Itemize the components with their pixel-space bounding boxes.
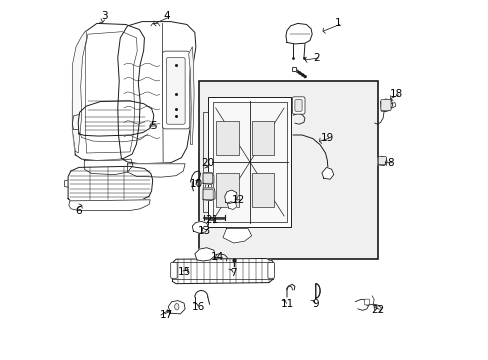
Polygon shape [227, 202, 236, 210]
FancyBboxPatch shape [203, 173, 212, 183]
Polygon shape [168, 301, 185, 314]
Polygon shape [223, 229, 251, 243]
Text: 3: 3 [101, 11, 107, 21]
Polygon shape [194, 248, 215, 261]
Bar [199, 81, 377, 259]
FancyBboxPatch shape [166, 58, 185, 124]
Polygon shape [208, 97, 291, 227]
Text: 16: 16 [191, 302, 204, 312]
Text: 9: 9 [312, 299, 319, 309]
Text: 14: 14 [210, 252, 224, 262]
Text: 20: 20 [201, 158, 214, 168]
Bar [251, 121, 273, 155]
Bar [251, 173, 273, 207]
Text: 10: 10 [189, 179, 202, 189]
FancyBboxPatch shape [364, 299, 368, 305]
Text: 15: 15 [178, 267, 191, 277]
Text: 12: 12 [232, 195, 245, 205]
Text: 5: 5 [150, 121, 157, 131]
Text: 8: 8 [386, 158, 393, 168]
Polygon shape [380, 99, 392, 112]
FancyBboxPatch shape [294, 100, 302, 111]
Polygon shape [212, 102, 286, 222]
FancyBboxPatch shape [380, 99, 390, 111]
Text: 13: 13 [198, 226, 211, 236]
Ellipse shape [174, 303, 179, 310]
Polygon shape [285, 23, 311, 44]
Polygon shape [377, 156, 386, 166]
Polygon shape [203, 188, 215, 201]
Polygon shape [69, 200, 150, 211]
Bar [216, 173, 238, 207]
Polygon shape [68, 166, 152, 202]
Polygon shape [72, 31, 87, 153]
FancyBboxPatch shape [162, 51, 189, 129]
FancyBboxPatch shape [203, 189, 213, 199]
Polygon shape [78, 101, 153, 136]
Text: 22: 22 [370, 305, 384, 315]
Bar [216, 121, 238, 155]
Text: 1: 1 [334, 18, 341, 28]
Polygon shape [224, 190, 237, 203]
Polygon shape [127, 164, 185, 177]
Text: 6: 6 [76, 206, 82, 216]
Polygon shape [321, 167, 333, 179]
Polygon shape [171, 258, 273, 284]
Text: 21: 21 [204, 215, 218, 225]
FancyBboxPatch shape [378, 157, 386, 165]
Text: 17: 17 [160, 310, 173, 320]
Text: 4: 4 [163, 11, 170, 21]
Text: 2: 2 [312, 53, 319, 63]
FancyBboxPatch shape [267, 262, 274, 278]
Polygon shape [315, 284, 320, 298]
Polygon shape [203, 173, 213, 184]
Polygon shape [72, 23, 144, 161]
Polygon shape [188, 47, 194, 145]
Text: 7: 7 [230, 268, 237, 278]
FancyBboxPatch shape [170, 262, 177, 278]
Polygon shape [84, 159, 133, 175]
FancyBboxPatch shape [292, 97, 305, 114]
Polygon shape [118, 22, 196, 164]
Text: 11: 11 [280, 299, 293, 309]
Text: 18: 18 [389, 89, 403, 99]
Text: 19: 19 [320, 132, 333, 143]
Polygon shape [192, 221, 208, 233]
